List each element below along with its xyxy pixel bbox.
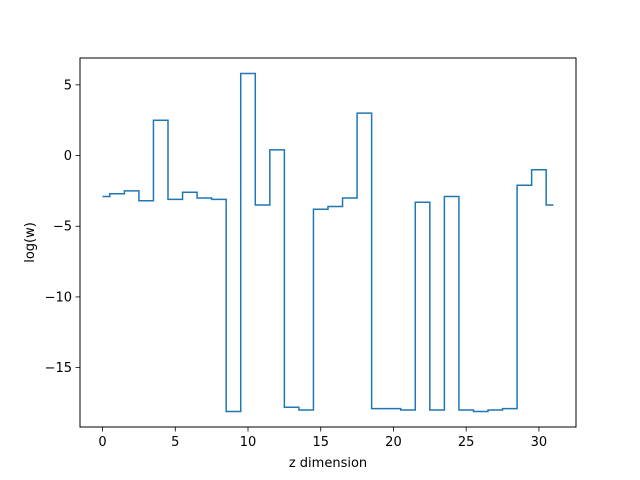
x-tick-label: 0 <box>98 435 106 450</box>
y-tick-label: 5 <box>64 78 72 93</box>
series-line <box>102 72 554 413</box>
plot-area <box>102 72 554 413</box>
x-axis: 0 5 10 15 20 25 30 <box>98 427 547 450</box>
x-tick-label: 15 <box>312 435 329 450</box>
axes-frame <box>79 57 577 428</box>
x-tick-label: 5 <box>171 435 179 450</box>
y-axis-label: log(w) <box>23 222 38 263</box>
x-tick-label: 10 <box>240 435 257 450</box>
y-tick-label: 0 <box>64 149 72 164</box>
x-tick-label: 30 <box>531 435 548 450</box>
y-tick-label: −15 <box>45 361 72 376</box>
x-axis-label: z dimension <box>289 456 367 471</box>
y-axis: −15 −10 −5 0 5 <box>45 78 80 376</box>
y-tick-label: −10 <box>45 290 72 305</box>
x-tick-label: 20 <box>385 435 402 450</box>
x-tick-label: 25 <box>458 435 475 450</box>
y-tick-label: −5 <box>53 220 72 235</box>
